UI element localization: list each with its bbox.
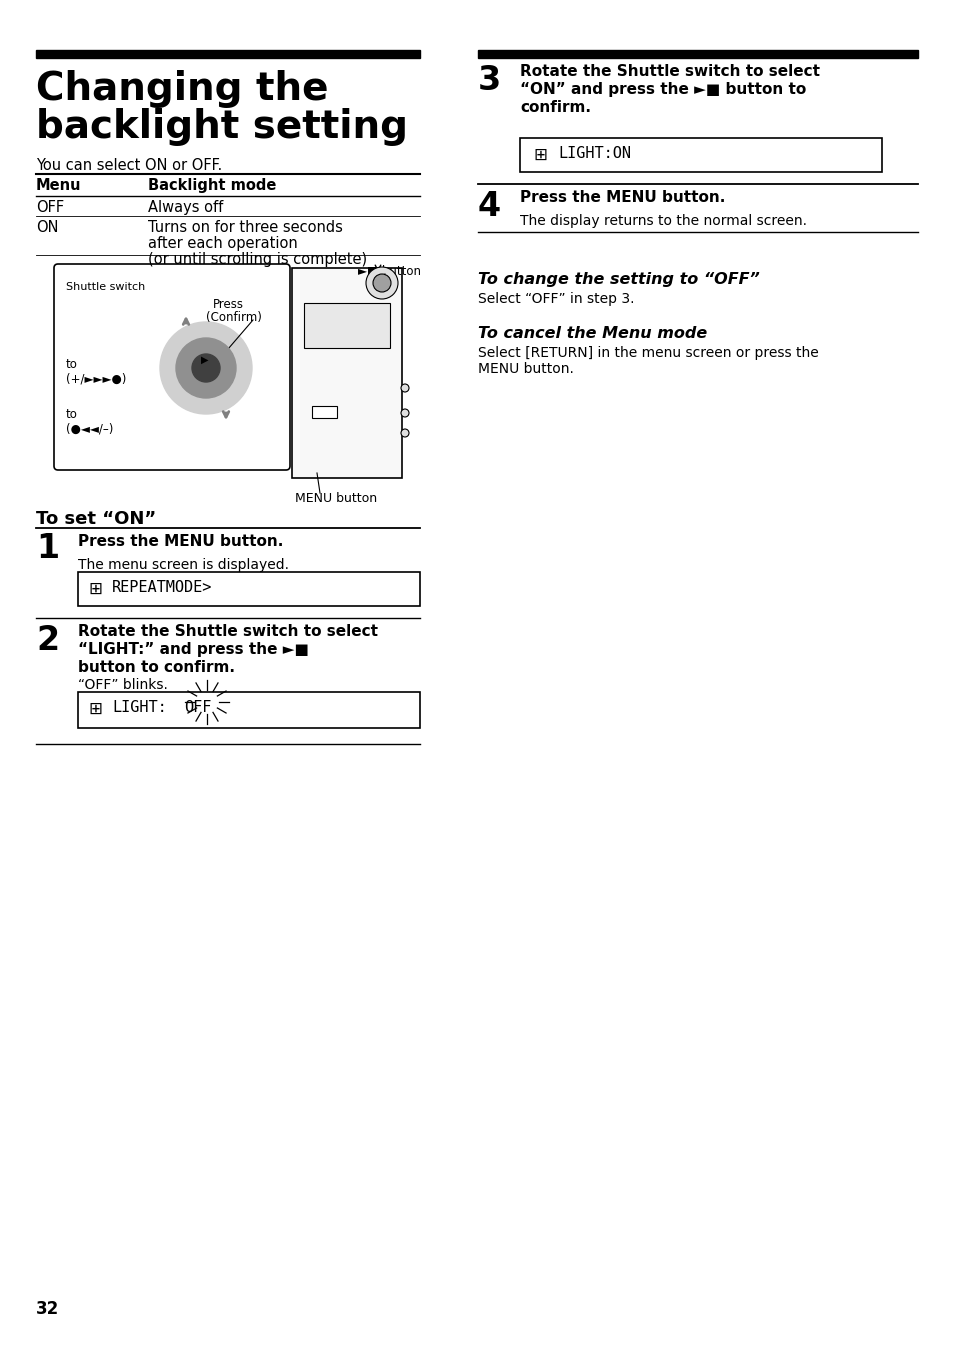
Text: ⊞: ⊞ <box>88 700 102 718</box>
Text: You can select ON or OFF.: You can select ON or OFF. <box>36 157 222 172</box>
Bar <box>519 138 882 172</box>
Text: “LIGHT:” and press the ►■: “LIGHT:” and press the ►■ <box>78 642 309 657</box>
Bar <box>78 573 419 607</box>
Text: button to confirm.: button to confirm. <box>78 660 234 674</box>
Text: OFF: OFF <box>184 700 212 715</box>
Circle shape <box>400 429 409 437</box>
Bar <box>292 267 401 478</box>
Bar <box>477 50 917 58</box>
Text: MENU button.: MENU button. <box>477 362 574 376</box>
Text: ON: ON <box>36 220 58 235</box>
Circle shape <box>400 384 409 392</box>
Text: Rotate the Shuttle switch to select: Rotate the Shuttle switch to select <box>519 64 820 79</box>
Circle shape <box>366 267 397 299</box>
Bar <box>36 50 419 58</box>
Circle shape <box>175 338 235 398</box>
Text: Press the MENU button.: Press the MENU button. <box>519 190 724 205</box>
FancyBboxPatch shape <box>54 265 290 470</box>
Text: 4: 4 <box>477 190 500 223</box>
Text: 2: 2 <box>36 624 59 657</box>
Circle shape <box>160 322 252 414</box>
Text: Backlight mode: Backlight mode <box>148 178 276 193</box>
Text: To cancel the Menu mode: To cancel the Menu mode <box>477 326 706 341</box>
Text: Always off: Always off <box>148 199 223 214</box>
Text: (or until scrolling is complete): (or until scrolling is complete) <box>148 252 367 267</box>
Text: confirm.: confirm. <box>519 100 590 115</box>
Text: to: to <box>66 408 78 421</box>
Text: ▶: ▶ <box>201 356 209 365</box>
Text: “OFF” blinks.: “OFF” blinks. <box>78 678 168 692</box>
Text: Turns on for three seconds: Turns on for three seconds <box>148 220 342 235</box>
Text: Rotate the Shuttle switch to select: Rotate the Shuttle switch to select <box>78 624 377 639</box>
Text: Changing the: Changing the <box>36 71 328 109</box>
Text: The menu screen is displayed.: The menu screen is displayed. <box>78 558 289 573</box>
Bar <box>312 406 336 418</box>
Circle shape <box>400 408 409 417</box>
Text: ►■ button: ►■ button <box>357 265 420 278</box>
Text: Press the MENU button.: Press the MENU button. <box>78 535 283 550</box>
Text: To set “ON”: To set “ON” <box>36 510 156 528</box>
Text: Select “OFF” in step 3.: Select “OFF” in step 3. <box>477 292 634 305</box>
Circle shape <box>373 274 391 292</box>
Text: Select [RETURN] in the menu screen or press the: Select [RETURN] in the menu screen or pr… <box>477 346 818 360</box>
Text: 3: 3 <box>477 64 500 96</box>
Text: 32: 32 <box>36 1300 59 1318</box>
Text: (Confirm): (Confirm) <box>206 311 262 324</box>
Text: ⊞: ⊞ <box>533 147 546 164</box>
Text: LIGHT:ON: LIGHT:ON <box>558 147 630 161</box>
Text: Shuttle switch: Shuttle switch <box>66 282 145 292</box>
Text: backlight setting: backlight setting <box>36 109 408 147</box>
Text: Press: Press <box>213 299 244 311</box>
Text: after each operation: after each operation <box>148 236 297 251</box>
Text: (●◄◄/–): (●◄◄/–) <box>66 423 113 436</box>
Bar <box>304 303 390 347</box>
Text: ⊞: ⊞ <box>88 579 102 598</box>
Text: LIGHT:: LIGHT: <box>112 700 167 715</box>
Circle shape <box>192 354 220 383</box>
Text: To change the setting to “OFF”: To change the setting to “OFF” <box>477 271 759 286</box>
Text: to: to <box>66 358 78 370</box>
Text: 1: 1 <box>36 532 59 565</box>
Text: MENU button: MENU button <box>294 493 376 505</box>
Text: REPEATMODE>: REPEATMODE> <box>112 579 213 594</box>
Text: “ON” and press the ►■ button to: “ON” and press the ►■ button to <box>519 81 805 96</box>
Text: The display returns to the normal screen.: The display returns to the normal screen… <box>519 214 806 228</box>
Bar <box>78 692 419 727</box>
Text: OFF: OFF <box>36 199 64 214</box>
Text: (+/►►►●): (+/►►►●) <box>66 373 126 385</box>
Text: Menu: Menu <box>36 178 81 193</box>
